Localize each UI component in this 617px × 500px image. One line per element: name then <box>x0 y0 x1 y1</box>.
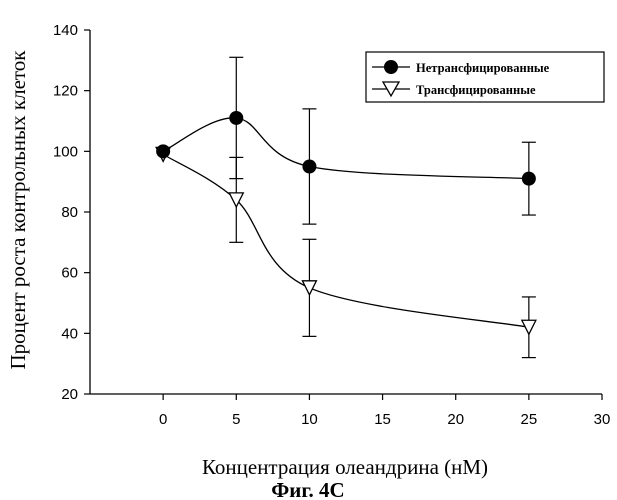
data-point-transfected <box>228 192 245 209</box>
y-tick-label: 80 <box>61 204 78 221</box>
figure-caption: Фиг. 4С <box>271 478 344 500</box>
y-tick-label: 20 <box>61 386 78 403</box>
x-axis-label: Концентрация олеандрина (нМ) <box>202 455 488 479</box>
x-tick-label: 30 <box>594 411 611 428</box>
data-markers <box>155 110 537 336</box>
series-curves <box>162 117 529 328</box>
series-line-untransfected <box>162 117 529 180</box>
legend: Нетрансфицированные Трансфицированные <box>365 51 605 103</box>
data-point-transfected <box>520 319 537 336</box>
y-tick-label: 60 <box>61 265 78 282</box>
y-tick-label: 40 <box>61 325 78 342</box>
legend-label-untransfected: Нетрансфицированные <box>416 61 550 75</box>
y-tick-label: 100 <box>53 143 78 160</box>
legend-marker-untransfected <box>384 60 398 74</box>
axes: 20 40 60 80 100 120 140 0 5 10 15 20 25 30 <box>53 22 610 428</box>
legend-label-transfected: Трансфицированные <box>416 83 536 97</box>
y-tick-label: 140 <box>53 22 78 39</box>
x-tick-label: 5 <box>232 411 240 428</box>
data-point-untransfected <box>521 171 536 186</box>
data-point-untransfected <box>156 144 171 159</box>
x-tick-label: 15 <box>374 411 391 428</box>
legend-marker-transfected <box>381 81 401 98</box>
data-point-untransfected <box>302 159 317 174</box>
legend-box <box>365 51 605 103</box>
x-tick-label: 10 <box>301 411 318 428</box>
data-point-untransfected <box>229 110 244 125</box>
y-axis-label: Процент роста контрольных клеток <box>6 50 30 370</box>
x-tick-label: 20 <box>447 411 464 428</box>
y-tick-label: 120 <box>53 83 78 100</box>
data-point-transfected <box>301 280 318 297</box>
series-line-transfected <box>162 153 529 328</box>
x-tick-label: 0 <box>159 411 167 428</box>
x-tick-label: 25 <box>521 411 538 428</box>
